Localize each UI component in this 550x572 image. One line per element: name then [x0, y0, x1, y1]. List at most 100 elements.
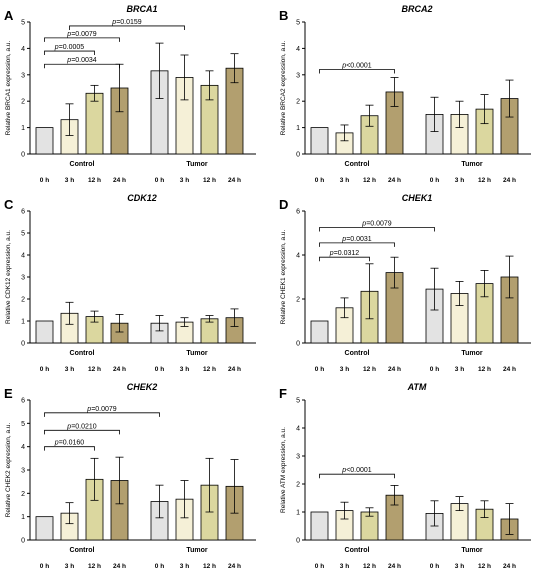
- y-tick-label: 1: [21, 319, 25, 326]
- panel-title: BRCA2: [401, 4, 432, 14]
- x-tick-label: 24 h: [388, 366, 401, 373]
- x-tick-label: 12 h: [88, 177, 101, 184]
- y-tick-label: 6: [21, 209, 25, 216]
- x-tick-label: 24 h: [388, 177, 401, 184]
- x-tick-label: 24 h: [113, 563, 126, 570]
- x-tick-label: 3 h: [455, 177, 464, 184]
- bar-d-0: [310, 320, 329, 344]
- y-axis-label: Relative CDK12 expression, a.u.: [5, 230, 12, 324]
- x-tick-label: 3 h: [65, 177, 74, 184]
- significance-bracket: [319, 256, 370, 262]
- y-tick-label: 2: [21, 297, 25, 304]
- p-value-label: p=0.0160: [54, 440, 85, 447]
- bar-a-0: [35, 127, 54, 155]
- x-tick-label: 12 h: [478, 366, 491, 373]
- x-tick-label: 3 h: [340, 366, 349, 373]
- y-tick-label: 4: [21, 253, 25, 260]
- group-label-tumor: Tumor: [461, 161, 483, 168]
- y-tick-label: 4: [296, 253, 300, 260]
- y-tick-label: 3: [21, 275, 25, 282]
- p-value-label: p<0.0001: [341, 467, 372, 474]
- significance-bracket: [44, 63, 120, 69]
- y-tick-label: 3: [21, 468, 25, 475]
- x-tick-label: 24 h: [503, 563, 516, 570]
- group-label-control: Control: [70, 161, 95, 168]
- y-tick-label: 4: [296, 426, 300, 433]
- y-tick-label: 0: [21, 152, 25, 159]
- bar-e-0: [35, 516, 54, 541]
- x-tick-label: 0 h: [315, 563, 324, 570]
- significance-bracket: [69, 25, 185, 30]
- panel-title: CDK12: [127, 193, 157, 203]
- y-tick-label: 0: [21, 341, 25, 348]
- y-tick-label: 1: [296, 510, 300, 517]
- x-tick-label: 12 h: [203, 366, 216, 373]
- x-tick-label: 0 h: [40, 563, 49, 570]
- group-label-tumor: Tumor: [186, 161, 208, 168]
- group-label-tumor: Tumor: [461, 350, 483, 357]
- y-tick-label: 6: [296, 209, 300, 216]
- y-tick-label: 0: [296, 341, 300, 348]
- y-tick-label: 5: [21, 20, 25, 27]
- y-tick-label: 2: [21, 491, 25, 498]
- significance-bracket: [44, 446, 95, 451]
- x-tick-label: 12 h: [363, 366, 376, 373]
- bar-f-0: [310, 511, 329, 541]
- x-tick-label: 3 h: [65, 366, 74, 373]
- x-tick-label: 12 h: [363, 563, 376, 570]
- y-axis-label: Relative ATM expression, a.u.: [280, 427, 287, 513]
- y-tick-label: 5: [296, 398, 300, 405]
- x-tick-label: 24 h: [113, 366, 126, 373]
- x-tick-label: 12 h: [88, 563, 101, 570]
- x-tick-label: 0 h: [430, 177, 439, 184]
- panel-letter: D: [279, 197, 288, 212]
- group-label-tumor: Tumor: [186, 350, 208, 357]
- y-tick-label: 5: [296, 20, 300, 27]
- x-tick-label: 24 h: [503, 177, 516, 184]
- group-label-tumor: Tumor: [186, 547, 208, 554]
- x-tick-label: 0 h: [155, 563, 164, 570]
- x-tick-label: 3 h: [65, 563, 74, 570]
- x-tick-label: 0 h: [155, 177, 164, 184]
- panel-letter: F: [279, 386, 287, 401]
- x-tick-label: 12 h: [88, 366, 101, 373]
- panel-letter: C: [4, 197, 14, 212]
- p-value-label: p=0.0031: [341, 236, 372, 243]
- significance-bracket: [319, 227, 435, 232]
- bar-b-0: [310, 127, 329, 155]
- y-tick-label: 3: [296, 72, 300, 79]
- group-label-control: Control: [70, 350, 95, 357]
- p-value-label: p=0.0079: [361, 221, 392, 228]
- y-tick-label: 5: [21, 231, 25, 238]
- p-value-label: p=0.0079: [66, 31, 97, 38]
- y-tick-label: 2: [21, 99, 25, 106]
- x-tick-label: 3 h: [180, 563, 189, 570]
- p-value-label: p=0.0079: [86, 406, 117, 413]
- x-tick-label: 0 h: [315, 177, 324, 184]
- x-tick-label: 0 h: [155, 366, 164, 373]
- panel-title: CHEK2: [127, 382, 158, 392]
- x-tick-label: 24 h: [113, 177, 126, 184]
- p-value-label: p=0.0005: [54, 44, 85, 51]
- x-tick-label: 0 h: [315, 366, 324, 373]
- x-tick-label: 24 h: [388, 563, 401, 570]
- p-value-label: p=0.0034: [66, 57, 97, 64]
- y-tick-label: 3: [21, 72, 25, 79]
- significance-bracket: [44, 50, 95, 56]
- significance-bracket: [319, 69, 395, 74]
- panel-f: F ATM Relative ATM expression, a.u. 0 1 2 3 4 5 0…: [279, 382, 531, 570]
- p-value-label: p<0.0001: [341, 63, 372, 70]
- y-tick-label: 1: [296, 125, 300, 132]
- y-tick-label: 0: [296, 538, 300, 545]
- x-tick-label: 24 h: [228, 177, 241, 184]
- y-tick-label: 2: [296, 297, 300, 304]
- bar-c-0: [35, 320, 54, 344]
- y-tick-label: 4: [296, 46, 300, 53]
- x-tick-label: 12 h: [478, 563, 491, 570]
